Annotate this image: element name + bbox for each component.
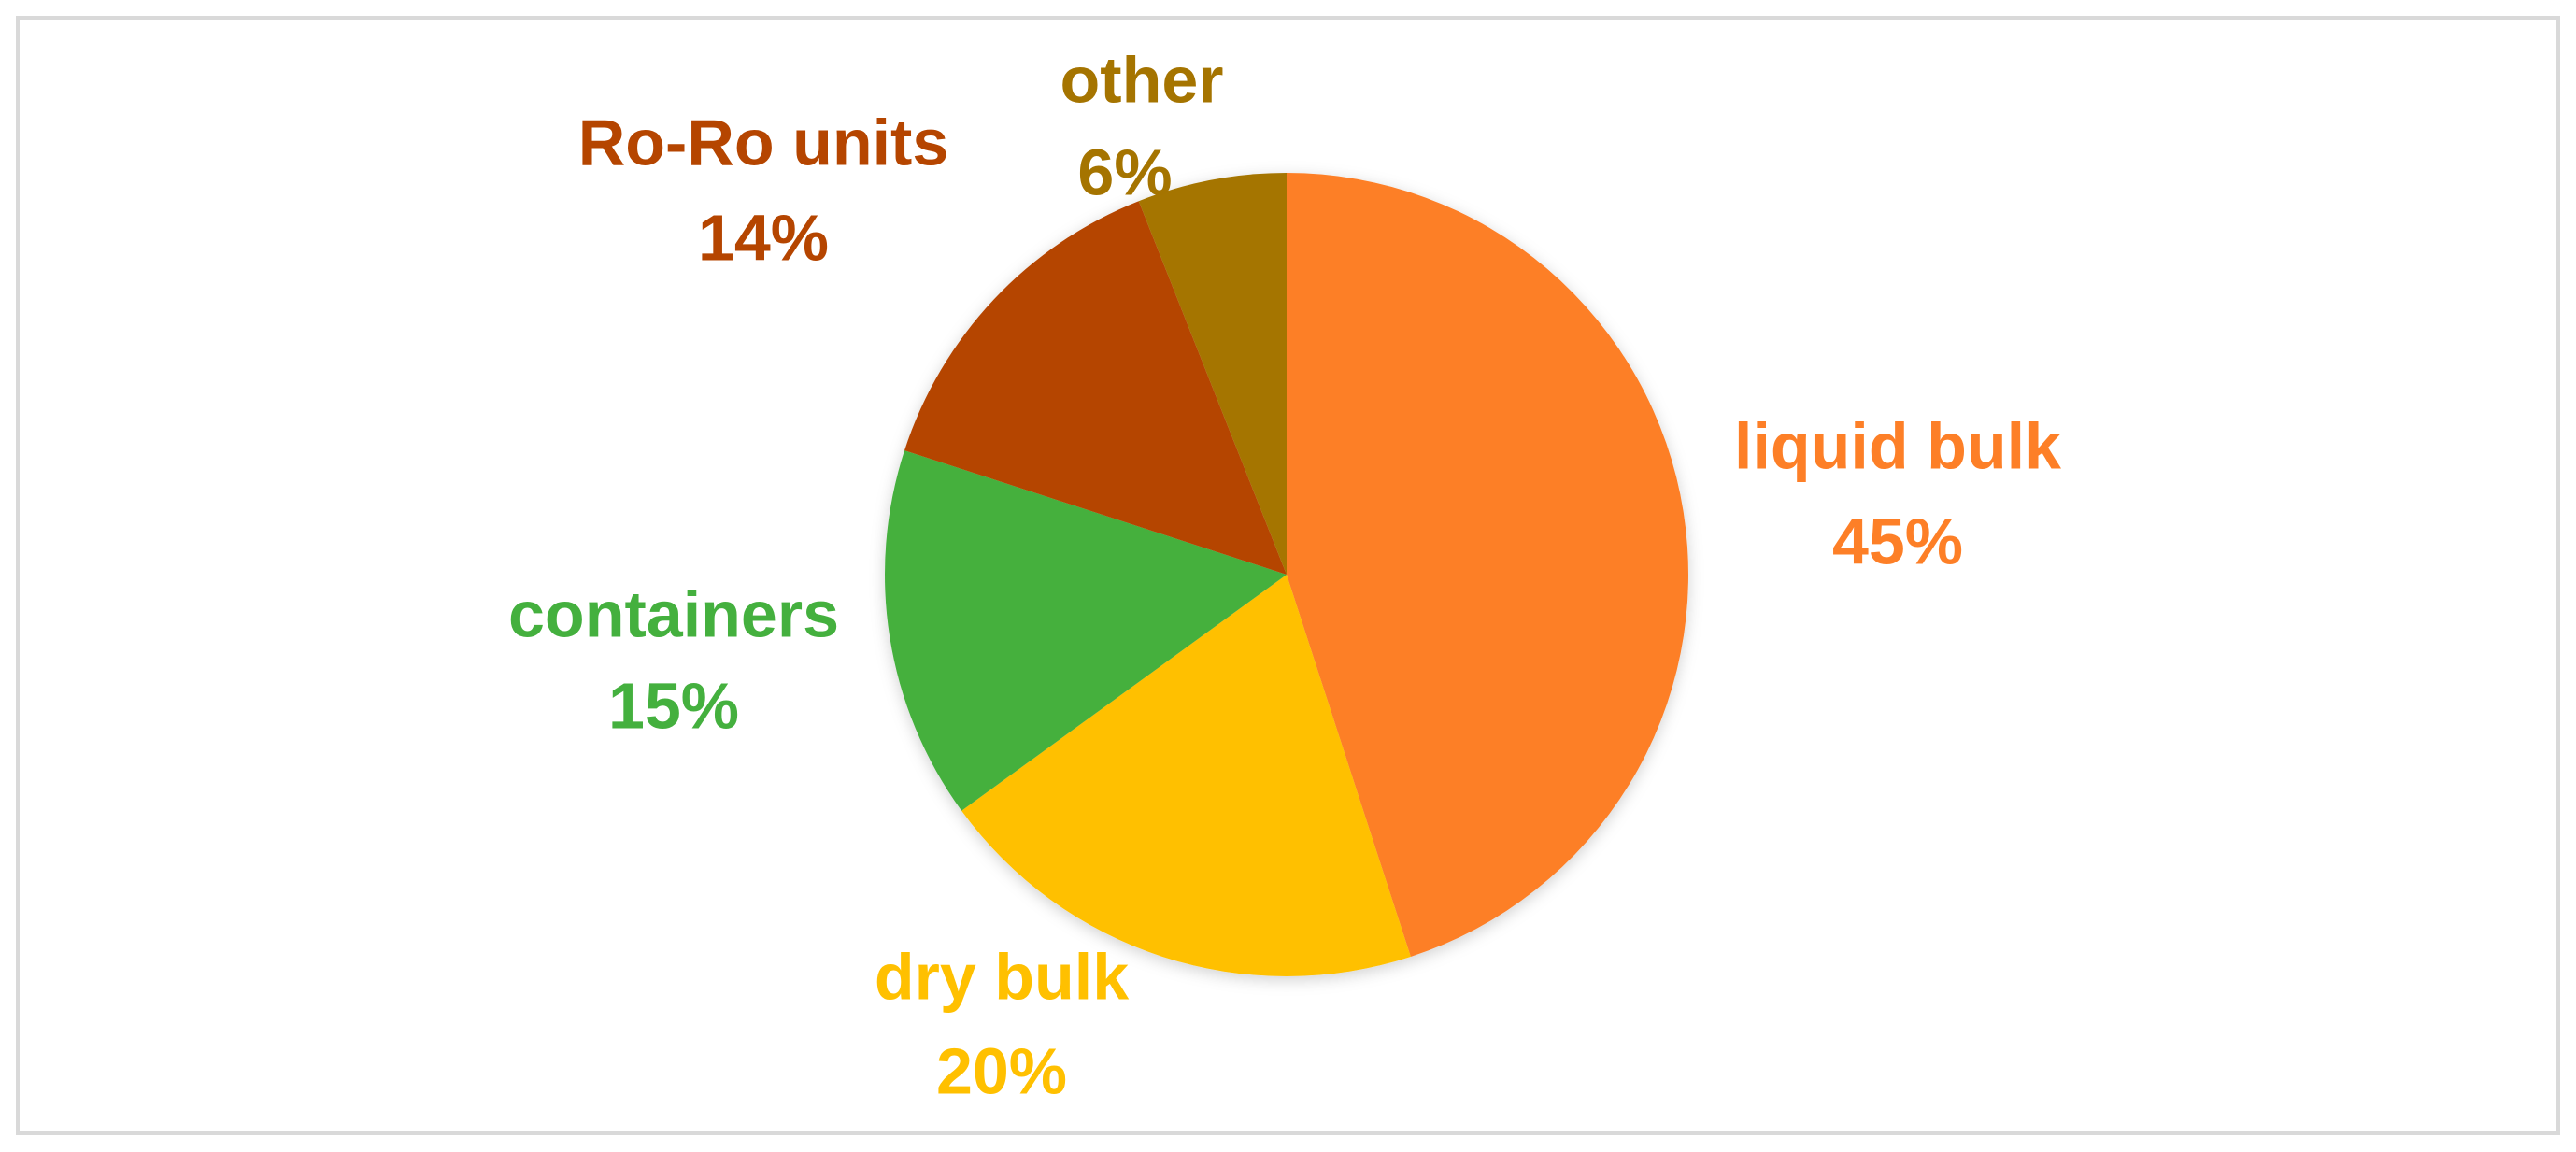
pie-slice [1138, 173, 1287, 575]
pie-slice [904, 201, 1287, 575]
slice-value-label: 45% [1832, 505, 1963, 577]
slice-value-label: 15% [608, 669, 739, 742]
pie-slice [1287, 173, 1688, 957]
slice-value-label: 6% [1077, 135, 1172, 208]
slice-label: dry bulk [875, 940, 1129, 1013]
pie [885, 173, 1688, 976]
pie-slice [885, 450, 1287, 811]
slice-label: containers [508, 577, 839, 650]
pie-slice [961, 575, 1411, 976]
slice-value-label: 14% [698, 201, 829, 274]
slice-label: Ro-Ro units [578, 106, 949, 178]
slice-label: liquid bulk [1734, 409, 2061, 482]
slice-value-label: 20% [936, 1034, 1067, 1107]
slice-label: other [1060, 43, 1224, 116]
